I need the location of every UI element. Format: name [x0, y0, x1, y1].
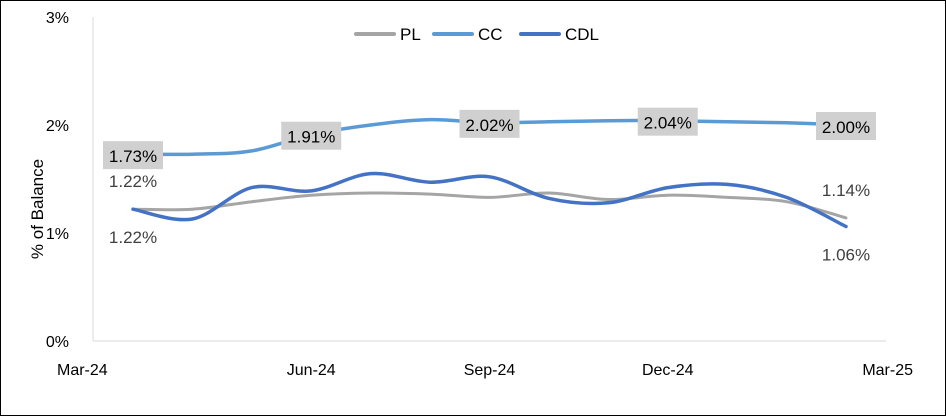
x-tick-label: Mar-25	[862, 362, 913, 379]
data-label-text: 2.04%	[644, 114, 692, 133]
y-tick-label: 0%	[46, 334, 69, 351]
x-tick-label: Jun-24	[287, 362, 336, 379]
data-label-cc: 2.00%	[816, 112, 876, 140]
data-label-cdl: 1.22%	[109, 228, 157, 247]
x-tick-label: Dec-24	[642, 362, 694, 379]
data-label-pl: 1.22%	[109, 172, 157, 191]
x-tick-labels: Mar-24 Jun-24 Sep-24 Dec-24 Mar-25	[57, 362, 913, 379]
legend-item-cc: CC	[432, 25, 503, 44]
data-label-text: 2.00%	[822, 118, 870, 137]
data-label-box	[459, 109, 520, 138]
legend-item-cdl: CDL	[519, 25, 599, 44]
legend-label: CDL	[565, 25, 599, 44]
data-label-cc: 1.73%	[103, 141, 163, 170]
series-line-pl	[131, 191, 848, 220]
data-label-cc: 2.04%	[637, 107, 698, 136]
data-label-cc: 2.02%	[459, 109, 520, 138]
data-label-text: 2.02%	[465, 116, 513, 135]
data-label-text: 1.91%	[287, 128, 335, 147]
y-tick-labels: 0% 1% 2% 3%	[46, 10, 69, 351]
data-label-box	[103, 141, 163, 170]
legend: PL CC CDL	[354, 25, 599, 44]
y-tick-label: 1%	[46, 226, 69, 243]
data-label-cdl: 1.06%	[822, 246, 870, 265]
x-tick-label: Mar-24	[57, 362, 108, 379]
data-label-box	[637, 107, 698, 136]
legend-item-pl: PL	[354, 25, 421, 44]
y-tick-label: 3%	[46, 10, 69, 27]
data-label-pl: 1.14%	[822, 181, 870, 200]
series-line-cdl	[131, 171, 848, 229]
y-axis-title: % of Balance	[28, 159, 47, 259]
data-label-cc: 1.91%	[281, 121, 342, 150]
data-label-text: 1.73%	[109, 147, 157, 166]
data-label-box	[281, 121, 342, 150]
y-tick-label: 2%	[46, 118, 69, 135]
data-label-box	[816, 112, 876, 140]
data-labels: 1.22% 1.14% 1.73% 1.91% 2.02% 2.04% 2.00% 1.22%…	[103, 107, 876, 265]
legend-label: PL	[400, 25, 421, 44]
legend-label: CC	[478, 25, 503, 44]
x-tick-label: Sep-24	[464, 362, 516, 379]
